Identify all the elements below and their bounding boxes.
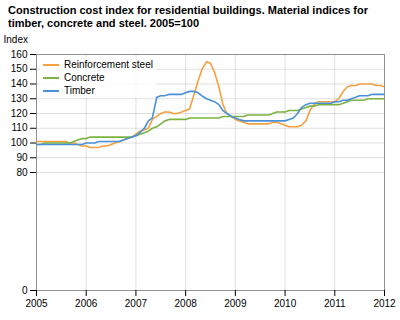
html-text:Reinforcement steel: Reinforcement steel	[64, 59, 153, 70]
svg-text:160: 160	[11, 49, 28, 60]
svg-text:90: 90	[16, 152, 28, 163]
svg-text:2007: 2007	[125, 298, 148, 309]
svg-text:2009: 2009	[224, 298, 247, 309]
svg-text:120: 120	[11, 108, 28, 119]
html-text:Construction cost index for re: Construction cost index for residential …	[8, 4, 368, 16]
svg-text:2006: 2006	[75, 298, 98, 309]
svg-text:140: 140	[11, 78, 28, 89]
svg-text:110: 110	[12, 122, 28, 133]
svg-text:2012: 2012	[373, 298, 396, 309]
svg-text:2005: 2005	[25, 298, 48, 309]
svg-text:130: 130	[11, 93, 28, 104]
html-text:timber, concrete and steel. 20: timber, concrete and steel. 2005=100	[8, 17, 200, 29]
svg-text:100: 100	[11, 137, 28, 148]
svg-text:80: 80	[16, 167, 28, 178]
svg-text:2010: 2010	[274, 298, 297, 309]
svg-text:150: 150	[11, 63, 28, 74]
html-text:Concrete: Concrete	[64, 72, 105, 83]
svg-text:Index: Index	[4, 34, 28, 45]
svg-text:2008: 2008	[175, 298, 198, 309]
html-text:Timber: Timber	[64, 85, 95, 96]
svg-text:0: 0	[22, 285, 28, 296]
svg-text:2011: 2011	[324, 298, 346, 309]
